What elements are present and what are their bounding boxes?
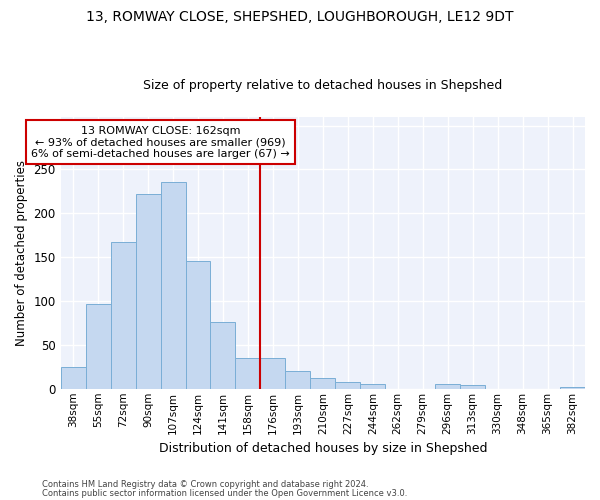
Bar: [360, 384, 385, 389]
X-axis label: Distribution of detached houses by size in Shepshed: Distribution of detached houses by size …: [158, 442, 487, 455]
Bar: [61, 367, 86, 389]
Bar: [86, 304, 110, 389]
Text: Contains HM Land Registry data © Crown copyright and database right 2024.: Contains HM Land Registry data © Crown c…: [42, 480, 368, 489]
Bar: [560, 387, 585, 389]
Bar: [260, 358, 286, 389]
Bar: [161, 182, 185, 389]
Y-axis label: Number of detached properties: Number of detached properties: [15, 160, 28, 346]
Bar: [286, 371, 310, 389]
Bar: [235, 358, 260, 389]
Bar: [110, 242, 136, 389]
Text: 13 ROMWAY CLOSE: 162sqm
← 93% of detached houses are smaller (969)
6% of semi-de: 13 ROMWAY CLOSE: 162sqm ← 93% of detache…: [31, 126, 290, 159]
Bar: [211, 322, 235, 389]
Text: 13, ROMWAY CLOSE, SHEPSHED, LOUGHBOROUGH, LE12 9DT: 13, ROMWAY CLOSE, SHEPSHED, LOUGHBOROUGH…: [86, 10, 514, 24]
Bar: [136, 194, 161, 389]
Bar: [460, 386, 485, 389]
Bar: [185, 260, 211, 389]
Bar: [335, 382, 360, 389]
Title: Size of property relative to detached houses in Shepshed: Size of property relative to detached ho…: [143, 79, 502, 92]
Bar: [310, 378, 335, 389]
Bar: [435, 384, 460, 389]
Text: Contains public sector information licensed under the Open Government Licence v3: Contains public sector information licen…: [42, 488, 407, 498]
